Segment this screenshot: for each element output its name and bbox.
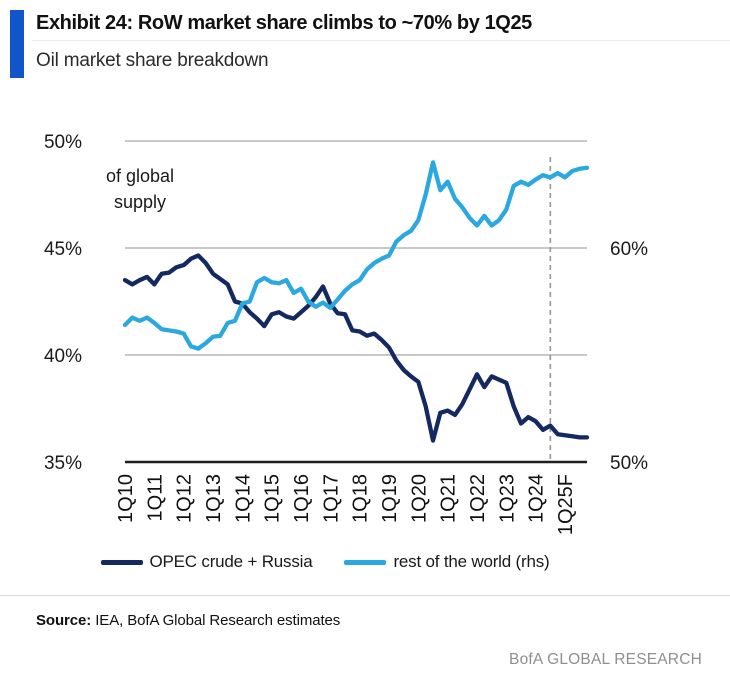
- source-label: Source:: [36, 612, 92, 629]
- right-axis-tick-label: 50%: [610, 453, 648, 474]
- x-axis-tick-label: 1Q16: [291, 474, 313, 523]
- legend-item-opec-russia: OPEC crude + Russia: [100, 552, 313, 572]
- annotation-of-global-supply: supply: [114, 192, 166, 212]
- x-axis-tick-label: 1Q15: [262, 474, 284, 523]
- annotation-of-global-supply: of global: [106, 166, 174, 186]
- x-axis-tick-label: 1Q25F: [555, 474, 577, 535]
- legend-item-rest-of-world: rest of the world (rhs): [344, 552, 550, 572]
- chart-legend: OPEC crude + Russia rest of the world (rh…: [0, 552, 650, 572]
- title-underline: [32, 40, 730, 41]
- series-line-opec-russia: [122, 253, 590, 443]
- x-axis-tick-label: 1Q23: [496, 474, 518, 523]
- left-axis-tick-label: 35%: [44, 453, 82, 474]
- x-axis-tick-label: 1Q18: [350, 474, 372, 523]
- left-axis-tick-label: 40%: [44, 346, 82, 367]
- x-axis-tick-label: 1Q11: [144, 474, 166, 521]
- chart-area: 50% 45% 40% 35% 60% 50% 1Q10 1Q11 1Q12 1Q13 1Q14 1Q…: [0, 100, 730, 560]
- exhibit-accent-bar: [10, 10, 24, 78]
- exhibit-subtitle: Oil market share breakdown: [36, 50, 269, 71]
- x-axis-tick-label: 1Q19: [379, 474, 401, 523]
- right-axis-tick-label: 60%: [610, 239, 648, 260]
- x-axis-tick-label: 1Q12: [174, 474, 196, 523]
- x-axis-tick-label: 1Q13: [203, 474, 225, 523]
- legend-label: OPEC crude + Russia: [149, 552, 313, 571]
- x-axis-tick-label: 1Q14: [232, 474, 254, 523]
- x-axis-tick-label: 1Q17: [320, 474, 342, 523]
- source-text: IEA, BofA Global Research estimates: [91, 612, 341, 629]
- chart-svg: 50% 45% 40% 35% 60% 50% 1Q10 1Q11 1Q12 1Q13 1Q14 1Q…: [44, 132, 648, 535]
- series-line-rest-of-world: [122, 160, 590, 351]
- source-line: Source: IEA, BofA Global Research estima…: [36, 612, 340, 629]
- legend-line-swatch: [100, 559, 143, 565]
- footer-divider: [0, 595, 730, 596]
- legend-label: rest of the world (rhs): [393, 552, 550, 571]
- legend-line-swatch: [344, 559, 387, 565]
- exhibit-title: Exhibit 24: RoW market share climbs to ~…: [36, 12, 532, 34]
- x-axis-tick-label: 1Q20: [408, 474, 430, 523]
- x-axis-tick-label: 1Q10: [115, 474, 137, 523]
- brand-footer: BofA GLOBAL RESEARCH: [509, 651, 702, 668]
- x-axis-tick-label: 1Q21: [438, 474, 460, 523]
- left-axis-tick-label: 50%: [44, 132, 82, 153]
- x-axis-tick-label: 1Q22: [467, 474, 489, 523]
- left-axis-tick-label: 45%: [44, 239, 82, 260]
- x-axis-tick-label: 1Q24: [526, 474, 548, 523]
